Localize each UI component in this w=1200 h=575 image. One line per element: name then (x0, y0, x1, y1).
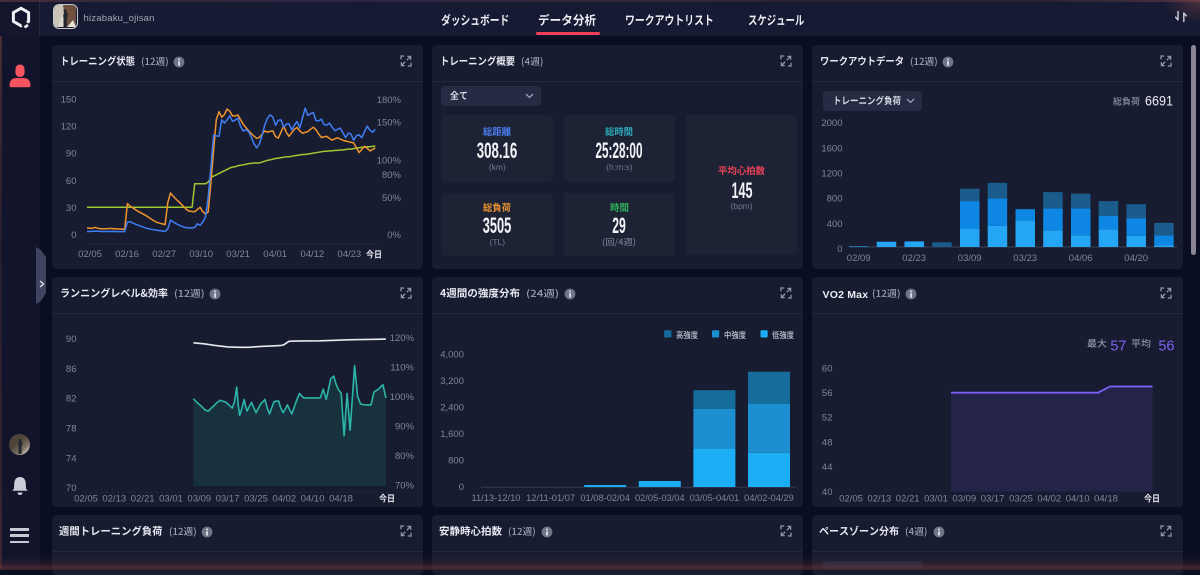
svg-text:11/13-12/10: 11/13-12/10 (472, 493, 521, 503)
svg-text:03/10: 03/10 (189, 249, 213, 260)
svg-text:04/18: 04/18 (329, 494, 353, 505)
svg-text:03/09: 03/09 (958, 253, 982, 264)
svg-text:6691: 6691 (1145, 93, 1173, 109)
svg-text:03/25: 03/25 (1009, 494, 1033, 505)
svg-text:800: 800 (827, 194, 843, 205)
svg-text:04/06: 04/06 (1069, 253, 1093, 264)
svg-text:180%: 180% (377, 95, 402, 106)
svg-text:150%: 150% (377, 118, 402, 129)
svg-text:0: 0 (71, 230, 76, 241)
svg-text:12/11-01/07: 12/11-01/07 (526, 493, 575, 503)
svg-text:29: 29 (613, 213, 627, 238)
svg-text:03/21: 03/21 (226, 249, 250, 260)
svg-text:04/02-04/29: 04/02-04/29 (744, 493, 794, 503)
svg-text:3,200: 3,200 (440, 376, 464, 387)
svg-text:04/01: 04/01 (263, 249, 287, 260)
svg-text:03/01: 03/01 (924, 494, 948, 505)
svg-text:03/17: 03/17 (981, 494, 1005, 505)
svg-text:04/12: 04/12 (300, 249, 324, 260)
svg-text:110%: 110% (390, 363, 414, 374)
svg-text:82: 82 (66, 394, 77, 405)
svg-text:2000: 2000 (821, 118, 842, 129)
svg-text:02/05: 02/05 (74, 494, 98, 505)
svg-text:150: 150 (61, 94, 77, 105)
svg-text:02/05-03/04: 02/05-03/04 (635, 493, 685, 503)
svg-text:70: 70 (66, 483, 77, 494)
svg-text:04/02: 04/02 (272, 494, 296, 505)
svg-text:02/16: 02/16 (115, 249, 139, 260)
svg-text:400: 400 (827, 219, 843, 230)
svg-text:0: 0 (837, 244, 842, 255)
svg-text:03/09: 03/09 (952, 494, 976, 505)
svg-text:80%: 80% (395, 451, 415, 462)
svg-text:04/20: 04/20 (1124, 253, 1148, 264)
svg-text:4,000: 4,000 (440, 350, 464, 361)
svg-text:100%: 100% (377, 156, 402, 167)
svg-text:52: 52 (822, 413, 833, 424)
svg-text:60: 60 (822, 363, 833, 374)
svg-text:3505: 3505 (483, 213, 512, 238)
svg-text:74: 74 (66, 453, 77, 464)
svg-text:02/21: 02/21 (896, 494, 920, 505)
svg-text:03/17: 03/17 (216, 494, 240, 505)
svg-text:80%: 80% (382, 170, 402, 181)
svg-text:70%: 70% (395, 481, 415, 492)
svg-text:02/09: 02/09 (847, 253, 871, 264)
svg-text:40: 40 (822, 487, 833, 498)
svg-text:02/13: 02/13 (102, 494, 126, 505)
svg-text:56: 56 (1158, 338, 1174, 354)
svg-text:50%: 50% (382, 193, 402, 204)
svg-text:30: 30 (66, 203, 77, 214)
svg-text:03/05-04/01: 03/05-04/01 (690, 493, 740, 503)
svg-text:57: 57 (1110, 338, 1126, 354)
svg-text:90: 90 (66, 334, 77, 345)
svg-text:48: 48 (822, 437, 833, 448)
svg-text:90: 90 (66, 148, 77, 159)
svg-text:02/27: 02/27 (152, 249, 176, 260)
svg-text:1600: 1600 (821, 143, 842, 154)
svg-text:120%: 120% (390, 333, 415, 344)
svg-text:03/01: 03/01 (159, 494, 183, 505)
svg-text:1200: 1200 (821, 169, 842, 180)
svg-text:02/21: 02/21 (131, 494, 155, 505)
svg-text:1,600: 1,600 (440, 429, 464, 440)
svg-text:56: 56 (822, 388, 833, 399)
svg-text:02/23: 02/23 (902, 253, 926, 264)
svg-text:03/23: 03/23 (1013, 253, 1037, 264)
svg-text:01/08-02/04: 01/08-02/04 (580, 493, 630, 503)
svg-text:86: 86 (66, 364, 77, 375)
svg-text:02/05: 02/05 (78, 249, 102, 260)
svg-text:03/09: 03/09 (187, 494, 211, 505)
svg-text:308.16: 308.16 (477, 138, 518, 163)
svg-text:04/10: 04/10 (1066, 494, 1090, 505)
svg-text:120: 120 (61, 122, 77, 133)
svg-text:04/18: 04/18 (1094, 494, 1118, 505)
svg-text:02/13: 02/13 (867, 494, 891, 505)
svg-text:0: 0 (459, 482, 464, 493)
svg-text:44: 44 (822, 462, 833, 473)
svg-text:90%: 90% (395, 422, 415, 433)
svg-text:04/02: 04/02 (1037, 494, 1061, 505)
svg-text:03/25: 03/25 (244, 494, 268, 505)
svg-text:0%: 0% (387, 230, 401, 241)
svg-text:02/05: 02/05 (839, 494, 863, 505)
svg-text:800: 800 (448, 456, 464, 467)
svg-text:2,400: 2,400 (440, 403, 464, 414)
svg-text:04/23: 04/23 (337, 249, 361, 260)
svg-text:04/10: 04/10 (301, 494, 325, 505)
svg-text:60: 60 (66, 176, 77, 187)
svg-text:145: 145 (731, 178, 752, 203)
svg-text:25:28:00: 25:28:00 (596, 138, 643, 163)
svg-text:78: 78 (66, 424, 77, 435)
svg-text:100%: 100% (390, 392, 415, 403)
